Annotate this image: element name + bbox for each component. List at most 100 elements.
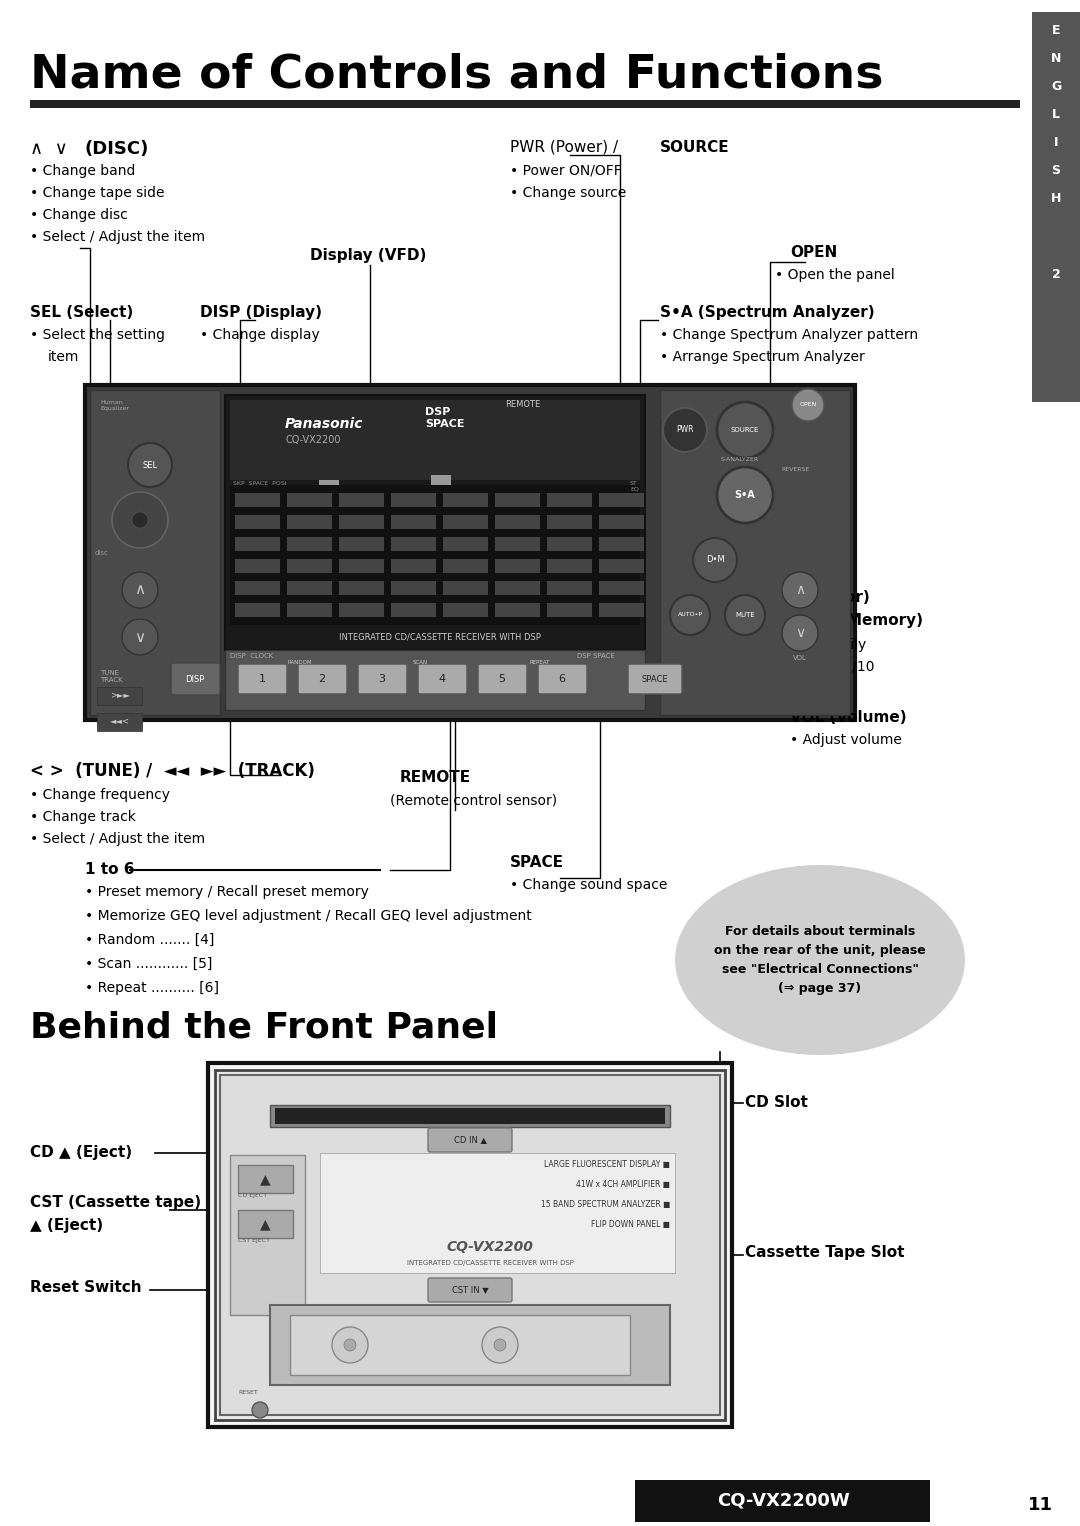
Bar <box>230 1155 305 1315</box>
Text: Panasonic: Panasonic <box>285 417 364 430</box>
Text: Display (VFD): Display (VFD) <box>310 249 427 262</box>
Bar <box>287 581 332 595</box>
Bar <box>546 493 592 507</box>
Text: ▲: ▲ <box>259 1218 270 1231</box>
Text: N: N <box>1051 52 1062 64</box>
Text: CST EJECT: CST EJECT <box>238 1238 270 1244</box>
Bar <box>403 490 423 575</box>
Bar <box>339 514 384 530</box>
Bar <box>208 1064 732 1427</box>
Text: L: L <box>1052 107 1059 121</box>
Bar <box>287 559 332 572</box>
Bar <box>391 537 436 551</box>
Text: ST
EQ
NR: ST EQ NR <box>630 481 639 497</box>
Bar <box>391 581 436 595</box>
Bar <box>443 537 488 551</box>
Bar <box>391 559 436 572</box>
Text: CD EJECT: CD EJECT <box>238 1193 267 1198</box>
Text: CST IN ▼: CST IN ▼ <box>451 1285 488 1294</box>
Bar <box>235 581 280 595</box>
Text: • Change sound space: • Change sound space <box>510 877 667 893</box>
Bar <box>230 400 640 481</box>
Bar <box>546 559 592 572</box>
Text: • Auto preset memory: • Auto preset memory <box>660 682 815 696</box>
FancyBboxPatch shape <box>418 664 467 694</box>
Text: 4: 4 <box>438 674 446 684</box>
Text: VOL (Volume): VOL (Volume) <box>789 710 906 725</box>
Text: OPEN: OPEN <box>799 403 816 407</box>
Bar <box>291 494 311 575</box>
Text: I: I <box>1054 136 1058 148</box>
Bar <box>339 537 384 551</box>
Text: • Arrange Spectrum Analyzer: • Arrange Spectrum Analyzer <box>660 349 865 365</box>
Text: (Remote control sensor): (Remote control sensor) <box>390 794 557 807</box>
Bar <box>85 385 855 720</box>
Bar <box>275 1108 665 1125</box>
Circle shape <box>332 1328 368 1363</box>
Circle shape <box>693 539 737 581</box>
Bar <box>495 514 540 530</box>
Bar <box>264 510 283 575</box>
Bar <box>319 481 339 575</box>
Text: Human
Equalizer: Human Equalizer <box>100 400 129 410</box>
Bar <box>287 493 332 507</box>
Text: 6: 6 <box>558 674 566 684</box>
Bar <box>546 514 592 530</box>
Bar <box>495 581 540 595</box>
Circle shape <box>494 1338 507 1351</box>
Bar <box>546 603 592 617</box>
Text: OPEN: OPEN <box>789 246 837 259</box>
Bar <box>599 493 644 507</box>
Bar <box>391 493 436 507</box>
Bar <box>443 514 488 530</box>
FancyBboxPatch shape <box>428 1128 512 1152</box>
Text: ∨: ∨ <box>134 630 146 644</box>
Text: DISP: DISP <box>186 674 205 684</box>
Text: • Power ON/OFF: • Power ON/OFF <box>510 163 622 179</box>
Circle shape <box>252 1402 268 1418</box>
Bar <box>339 559 384 572</box>
Bar <box>220 1074 720 1415</box>
Bar <box>235 493 280 507</box>
Bar <box>320 1154 675 1273</box>
Circle shape <box>482 1328 518 1363</box>
Circle shape <box>122 620 158 655</box>
Text: CQ-VX2200: CQ-VX2200 <box>446 1241 534 1254</box>
Text: ∧  ∨: ∧ ∨ <box>30 140 68 159</box>
Bar <box>391 514 436 530</box>
Bar <box>546 537 592 551</box>
Text: MUTE / ATT (Attenuator): MUTE / ATT (Attenuator) <box>660 591 869 604</box>
Text: • Random ....... [4]: • Random ....... [4] <box>85 932 214 948</box>
Bar <box>235 559 280 572</box>
Bar <box>660 391 850 716</box>
Text: DISP (Display): DISP (Display) <box>200 305 322 320</box>
Bar <box>599 603 644 617</box>
FancyBboxPatch shape <box>238 664 287 694</box>
Bar <box>30 101 1020 108</box>
Circle shape <box>717 467 773 523</box>
Bar <box>495 493 540 507</box>
Text: CQ-VX2200W: CQ-VX2200W <box>717 1492 849 1511</box>
FancyBboxPatch shape <box>538 664 588 694</box>
Text: 1: 1 <box>258 674 266 684</box>
Text: SPACE: SPACE <box>642 674 669 684</box>
Text: 3: 3 <box>378 674 386 684</box>
Text: AUTO•P (Auto Preset Memory): AUTO•P (Auto Preset Memory) <box>660 613 923 629</box>
Bar <box>431 475 451 575</box>
Bar <box>97 687 141 705</box>
Text: • Decrease the volume to 1/10: • Decrease the volume to 1/10 <box>660 661 875 674</box>
Text: CQ-VX2200: CQ-VX2200 <box>285 435 340 446</box>
Bar <box>546 581 592 595</box>
Bar <box>1032 12 1080 401</box>
Text: ▲ (Eject): ▲ (Eject) <box>30 1218 103 1233</box>
Bar <box>635 1480 930 1521</box>
Bar <box>443 559 488 572</box>
Text: • Scan ............ [5]: • Scan ............ [5] <box>85 957 213 971</box>
Bar <box>238 1210 293 1238</box>
Text: • Preset memory / Recall preset memory: • Preset memory / Recall preset memory <box>85 885 369 899</box>
FancyBboxPatch shape <box>478 664 527 694</box>
Bar <box>375 514 395 575</box>
Circle shape <box>725 595 765 635</box>
Text: • Repeat .......... [6]: • Repeat .......... [6] <box>85 981 219 995</box>
FancyBboxPatch shape <box>428 1277 512 1302</box>
